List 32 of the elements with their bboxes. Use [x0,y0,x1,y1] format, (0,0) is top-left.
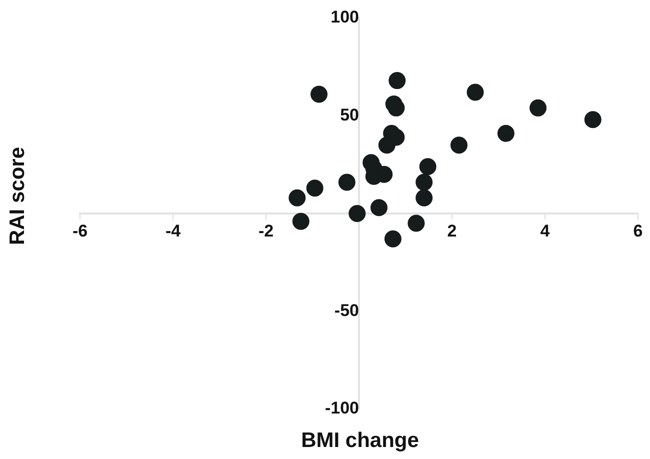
point [378,136,396,154]
point [384,230,402,248]
x-tick-label: 6 [633,221,643,240]
x-tick-label: -2 [258,221,274,240]
x-tick-label: 4 [540,221,550,240]
point [348,205,366,222]
point [306,180,324,197]
y-tick-label: -100 [324,398,359,418]
y-tick-label: 100 [330,8,359,27]
point [388,72,406,90]
point [310,86,328,103]
point [388,99,405,116]
point [370,199,388,216]
point [416,189,433,206]
point [408,214,425,232]
point [416,174,433,191]
point [530,99,547,116]
x-tick-label: -4 [165,221,182,240]
y-tick-label: 50 [340,105,359,124]
point [466,84,484,101]
point [338,174,356,191]
point [419,158,436,176]
point [450,136,468,154]
y-axis-title: RAI score [6,146,30,246]
y-tick-label: -50 [334,300,359,320]
point [292,212,310,230]
point [288,189,306,206]
x-axis-title: BMI change [300,429,420,453]
x-tick-label: -6 [72,221,88,240]
x-tick-label: 2 [447,221,457,240]
point [584,111,602,128]
point [497,124,514,142]
